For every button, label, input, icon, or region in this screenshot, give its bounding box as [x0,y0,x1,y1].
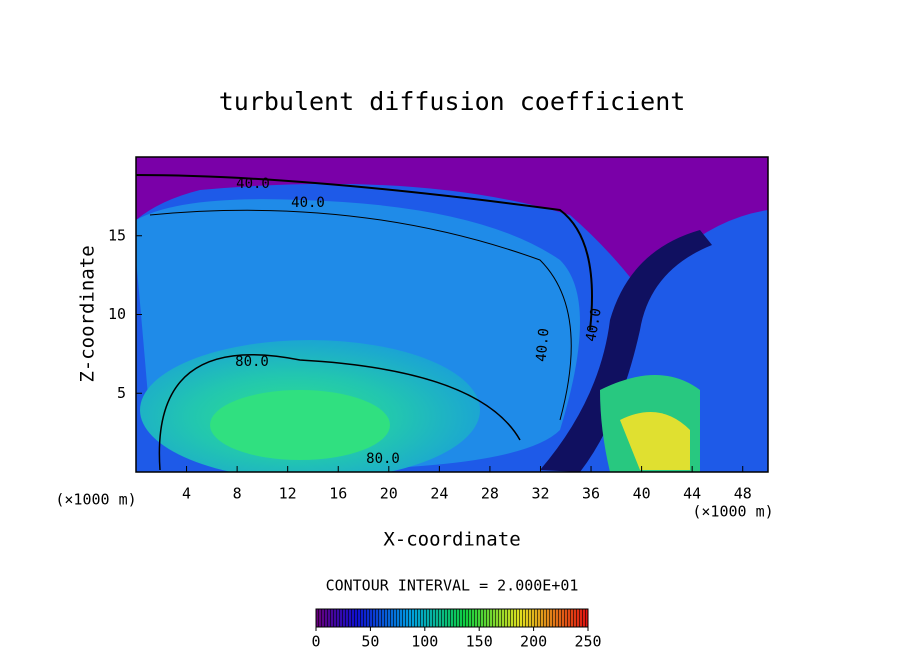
colorbar-tick-label: 200 [520,633,547,651]
x-tick-label: 4 [182,485,191,503]
colorbar-frame [315,608,589,628]
colorbar-tick-label: 100 [411,633,438,651]
colorbar-tick-label: 0 [311,633,320,651]
x-tick-label: 12 [279,485,297,503]
x-tick-label: 8 [233,485,242,503]
contour-label: 40.0 [291,195,325,211]
contour-label: 40.0 [583,307,605,343]
y-tick-label: 5 [117,384,126,402]
y-tick-label: 10 [108,305,126,323]
contour-label: 40.0 [236,176,270,192]
y-tick-label: 15 [108,226,126,244]
x-tick-label: 44 [683,485,701,503]
unit-label: (×1000 m) [55,491,136,509]
contour-label: 80.0 [235,354,269,370]
unit-label: (×1000 m) [692,503,773,521]
x-tick-label: 16 [329,485,347,503]
x-tick-label: 40 [633,485,651,503]
colorbar-tick-label: 250 [574,633,601,651]
y-axis-label: Z-coordinate [77,245,99,382]
contour-label: 80.0 [366,451,400,467]
x-tick-label: 36 [582,485,600,503]
contour-label: 40.0 [534,328,553,363]
x-tick-label: 32 [531,485,549,503]
chart-title: turbulent diffusion coefficient [219,87,686,116]
x-tick-label: 20 [380,485,398,503]
x-axis-label: X-coordinate [383,529,520,551]
x-tick-label: 24 [430,485,448,503]
contour-interval: CONTOUR INTERVAL = 2.000E+01 [326,577,579,595]
x-tick-label: 48 [734,485,752,503]
x-tick-label: 28 [481,485,499,503]
colorbar-tick-label: 150 [466,633,493,651]
colorbar-tick-label: 50 [361,633,379,651]
field [136,157,768,472]
